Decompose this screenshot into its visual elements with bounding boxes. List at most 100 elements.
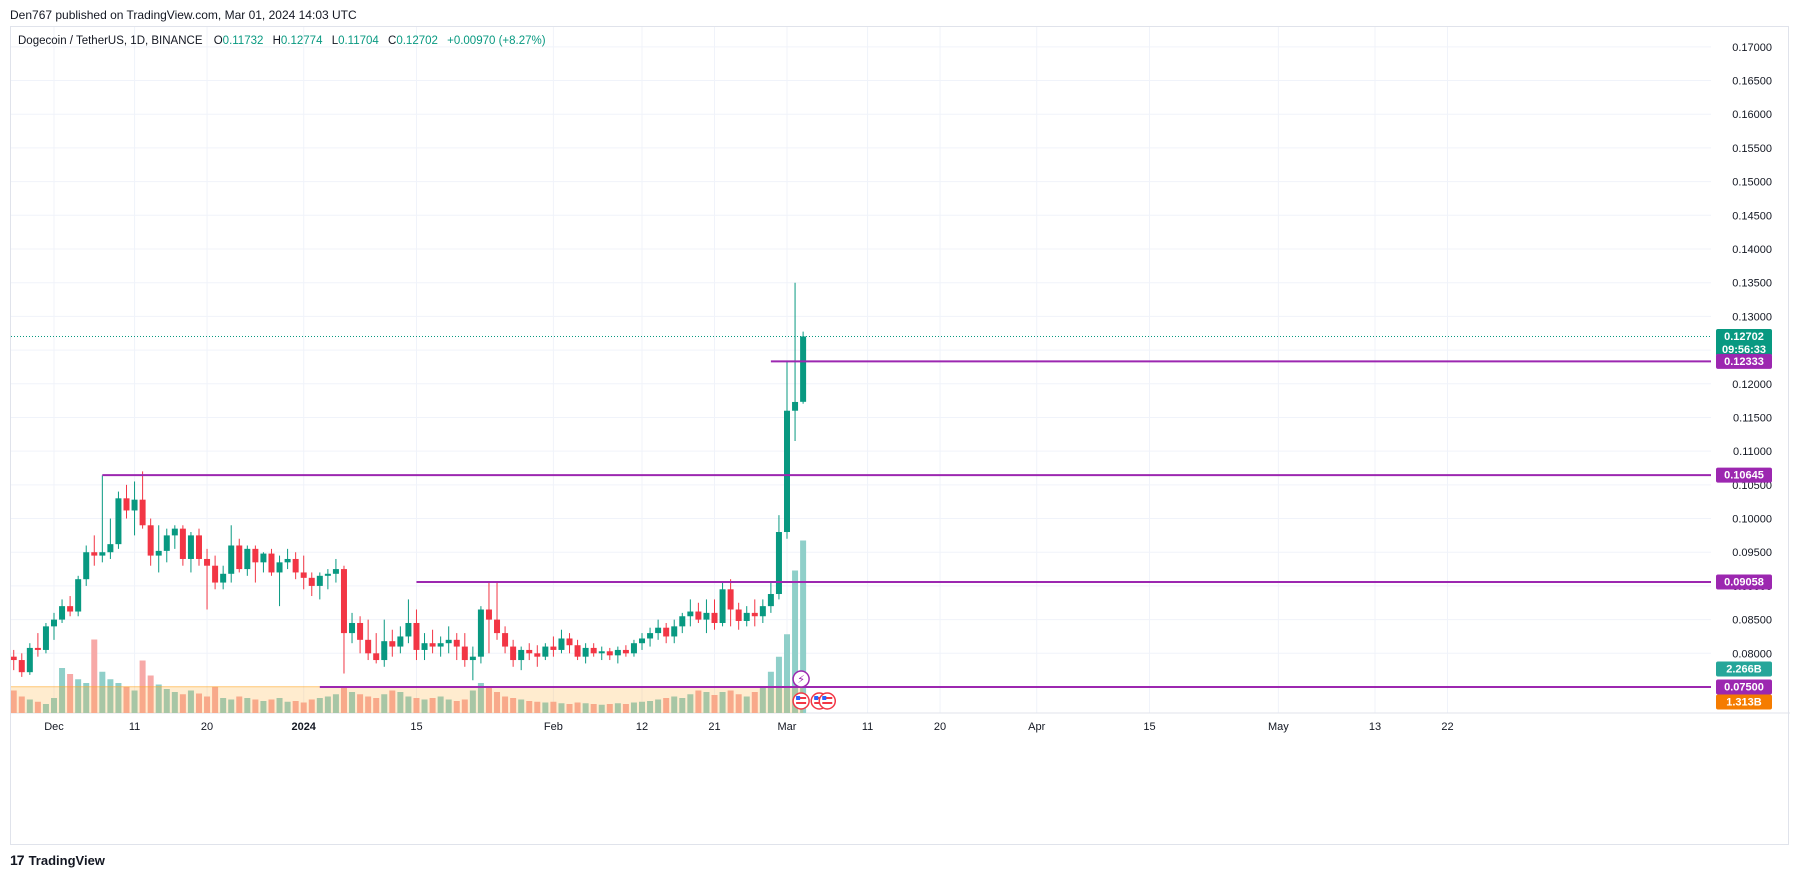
volume-bar	[477, 683, 484, 713]
candle-body	[800, 336, 807, 402]
volume-bar	[357, 694, 364, 713]
volume-bar	[542, 702, 549, 713]
low-value: 0.11704	[338, 35, 379, 47]
candle-body	[477, 609, 484, 657]
chart-pane[interactable]: 0.17000 0.16500 0.16000 0.15500 0.15000 0.145…	[10, 26, 1790, 846]
candle-body	[751, 612, 758, 617]
volume-bar	[308, 699, 315, 713]
volume-bar	[453, 701, 460, 713]
candle-body	[75, 579, 82, 612]
volume-bar	[34, 701, 41, 713]
candle-body	[236, 545, 243, 570]
volume-bar	[614, 703, 621, 713]
us-flag-stripe	[796, 697, 807, 699]
volume-bar	[59, 668, 66, 713]
x-tick-label: Feb	[544, 721, 563, 733]
us-flag-icon	[792, 692, 810, 710]
open-value: 0.11732	[222, 35, 264, 47]
candle-body	[542, 646, 549, 657]
candle-body	[421, 643, 428, 650]
candle-body	[550, 646, 557, 650]
volume-bar	[719, 692, 726, 713]
candle-body	[220, 573, 227, 583]
volume-bar	[606, 704, 613, 713]
volume-bar	[437, 696, 444, 713]
y-tick-label: 0.16000	[1732, 109, 1772, 121]
candle-body	[784, 410, 790, 533]
candle-body	[453, 639, 460, 647]
volume-bar	[260, 701, 267, 713]
candle-body	[155, 550, 162, 556]
x-tick-label: 2024	[291, 721, 316, 733]
y-tick-label: 0.15500	[1732, 143, 1772, 155]
y-tick-label: 0.16500	[1732, 76, 1772, 88]
x-tick-label: 22	[1441, 721, 1453, 733]
volume-bar	[195, 693, 202, 713]
volume-bar	[647, 701, 654, 713]
candle-body	[526, 649, 533, 654]
volume-bar	[687, 694, 694, 713]
candle-body	[735, 609, 742, 621]
candle-body	[212, 565, 219, 583]
volume-bar	[316, 698, 323, 713]
volume-bar	[510, 698, 517, 713]
last-price-tag-text: 09:56:33	[1722, 344, 1766, 356]
volume-bar	[163, 689, 170, 713]
candle-body	[139, 499, 146, 526]
volume-bar	[550, 701, 557, 713]
ohlc-legend: Dogecoin / TetherUS, 1D, BINANCE O0.1173…	[18, 35, 552, 47]
candle-body	[703, 612, 710, 620]
close-value: 0.12702	[396, 35, 438, 47]
volume-bar	[171, 692, 178, 713]
volume-bar	[711, 695, 718, 713]
volume-bar	[228, 699, 235, 713]
footer-brand[interactable]: 17 TradingView	[10, 852, 105, 868]
high-label: H	[272, 35, 281, 47]
open-label: O	[213, 35, 223, 47]
us-flag-stripe	[822, 697, 833, 699]
candle-body	[268, 553, 275, 573]
candle-body	[663, 627, 670, 637]
x-tick-label: 13	[1369, 721, 1381, 733]
volume-bar	[91, 639, 98, 713]
volume-bar	[405, 696, 412, 713]
volume-bar	[349, 692, 356, 713]
level-price-tag-bg	[1716, 467, 1772, 483]
candle-body	[590, 647, 597, 654]
last-price-tag-text: 0.12702	[1724, 331, 1764, 343]
level-price-tag-text: 0.09058	[1724, 577, 1764, 589]
x-tick-label: Apr	[1028, 721, 1045, 733]
volume-bar	[639, 701, 646, 713]
volume-bar	[220, 698, 227, 713]
candle-body	[332, 569, 339, 574]
volume-bar	[212, 686, 219, 713]
volume-bar	[630, 702, 637, 713]
volume-bar	[292, 701, 299, 713]
change-value: +0.00970 (+8.27%)	[447, 35, 546, 47]
candle-body	[566, 638, 573, 646]
candle-body	[276, 562, 283, 573]
chart-canvas[interactable]: 0.17000 0.16500 0.16000 0.15500 0.15000 0.145…	[11, 27, 1790, 846]
candle-body	[373, 653, 380, 661]
x-tick-label: Mar	[778, 721, 797, 733]
candle-body	[365, 639, 372, 654]
volume-bar	[67, 674, 74, 713]
volume-bar	[324, 696, 331, 713]
volume-bar	[99, 671, 106, 713]
candle-body	[413, 622, 420, 650]
volume-bar	[179, 694, 186, 713]
volume-bar	[526, 701, 533, 713]
y-tick-label: 0.15000	[1732, 177, 1772, 189]
volume-bar	[703, 692, 710, 713]
volume-bar	[469, 690, 476, 713]
candle-body	[292, 558, 299, 573]
candle-body	[204, 558, 211, 566]
candle-body	[671, 626, 678, 637]
candle-body	[469, 656, 476, 661]
candle-body	[51, 619, 57, 627]
volume-bar	[147, 675, 154, 713]
symbol-label[interactable]: Dogecoin / TetherUS, 1D, BINANCE	[18, 35, 203, 47]
candle-body	[510, 646, 517, 661]
candle-body	[429, 643, 436, 647]
volume-bar	[204, 696, 211, 713]
